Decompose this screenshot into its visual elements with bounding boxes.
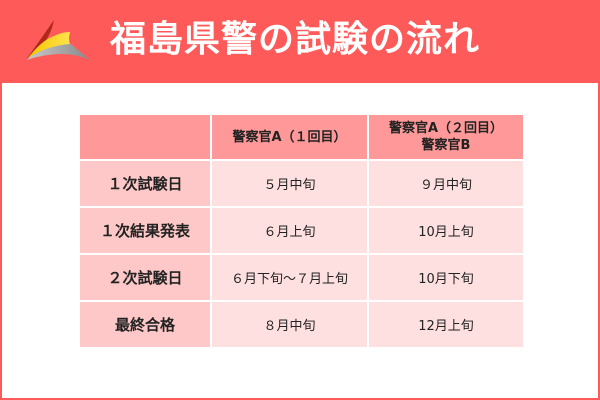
- header: 福島県警の試験の流れ: [0, 0, 600, 83]
- column-header-officer-a-1: 警察官A（１回目）: [212, 115, 367, 159]
- table-row: 最終合格 ８月中旬 12月上旬: [80, 302, 523, 347]
- exam-schedule-table: 警察官A（１回目） 警察官A（２回目） 警察官B １次試験日 ５月中旬 ９月中旬 …: [78, 113, 525, 349]
- table-row: １次試験日 ５月中旬 ９月中旬: [80, 161, 523, 206]
- row-label: １次試験日: [80, 161, 210, 206]
- table-cell: ６月下旬～７月上旬: [212, 255, 367, 300]
- column-header-empty: [80, 115, 210, 159]
- column-header-officer-a-2: 警察官A（２回目）: [388, 121, 504, 136]
- column-header-officer-b: 警察官B: [421, 138, 471, 153]
- table-cell: ９月中旬: [369, 161, 523, 206]
- column-header-officer-a-2-b: 警察官A（２回目） 警察官B: [369, 115, 523, 159]
- table-cell: 10月下旬: [369, 255, 523, 300]
- table-cell: ８月中旬: [212, 302, 367, 347]
- logo-icon: [26, 20, 90, 60]
- row-label: 最終合格: [80, 302, 210, 347]
- table-cell: 12月上旬: [369, 302, 523, 347]
- page-title: 福島県警の試験の流れ: [110, 19, 481, 60]
- table-row: ２次試験日 ６月下旬～７月上旬 10月下旬: [80, 255, 523, 300]
- table-cell: ５月中旬: [212, 161, 367, 206]
- table-header-row: 警察官A（１回目） 警察官A（２回目） 警察官B: [80, 115, 523, 159]
- row-label: １次結果発表: [80, 208, 210, 253]
- content-panel: 警察官A（１回目） 警察官A（２回目） 警察官B １次試験日 ５月中旬 ９月中旬 …: [2, 83, 598, 398]
- table-cell: 10月上旬: [369, 208, 523, 253]
- table-cell: ６月上旬: [212, 208, 367, 253]
- row-label: ２次試験日: [80, 255, 210, 300]
- table-row: １次結果発表 ６月上旬 10月上旬: [80, 208, 523, 253]
